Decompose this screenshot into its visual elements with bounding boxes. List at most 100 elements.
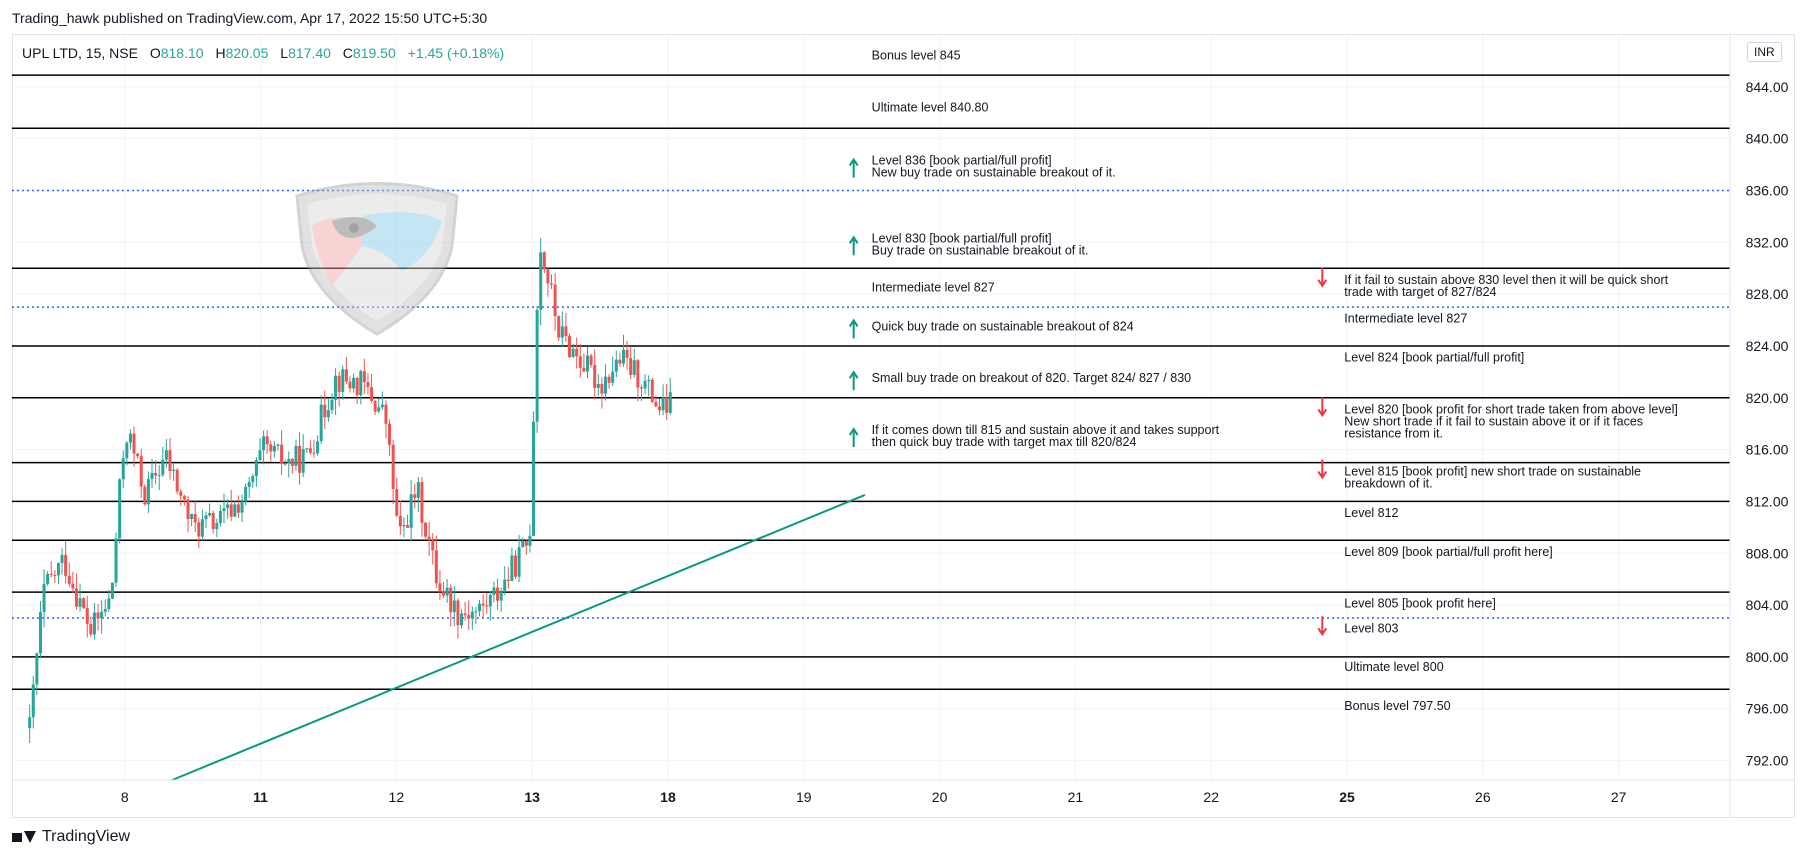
candle-body: [236, 504, 240, 513]
arrow-up-icon-head: [848, 370, 859, 379]
level-lines: [12, 74, 1730, 691]
candle-body: [611, 371, 615, 383]
candle-body: [384, 404, 388, 424]
y-tick-label: 820.00: [1746, 390, 1789, 406]
annotation-text: trade with target of 827/824: [1344, 285, 1496, 299]
change-value: +1.45 (+0.18%): [407, 45, 505, 61]
candle-body: [204, 515, 208, 520]
annotation-text: Buy trade on sustainable breakout of it.: [872, 243, 1089, 257]
annotation-text: Level 820 [book profit for short trade t…: [1344, 402, 1678, 416]
candle-body: [82, 598, 86, 608]
y-tick-label: 824.00: [1746, 338, 1789, 354]
x-tick-label: 19: [796, 789, 812, 805]
candle-body: [636, 360, 640, 388]
candle-body: [334, 375, 338, 400]
candle-body: [449, 587, 453, 613]
candle-body: [308, 448, 312, 453]
y-tick-label: 816.00: [1746, 442, 1789, 458]
candle-body: [294, 445, 298, 466]
candle-body: [150, 472, 154, 480]
symbol-name[interactable]: UPL LTD, 15, NSE: [22, 45, 138, 61]
candle-body: [380, 404, 384, 408]
candle-body: [323, 404, 327, 418]
candle-body: [582, 367, 586, 372]
candle-body: [211, 513, 215, 530]
annotation-text: Level 809 [book partial/full profit here…: [1344, 545, 1552, 559]
candle-body: [657, 406, 661, 411]
candle-body: [373, 400, 377, 412]
level-annotation: Level 803: [1317, 616, 1399, 637]
y-tick-label: 832.00: [1746, 234, 1789, 250]
candle-body: [488, 595, 492, 607]
candle-body: [254, 460, 258, 477]
candle-body: [330, 399, 334, 411]
candle-body: [208, 513, 212, 516]
candle-body: [164, 450, 168, 460]
annotation-text: Intermediate level 827: [872, 281, 995, 295]
level-annotation: Ultimate level 840.80: [872, 100, 989, 114]
tradingview-brand-text: TradingView: [42, 828, 131, 845]
y-tick-label: 844.00: [1746, 79, 1789, 95]
candle-body: [190, 514, 194, 519]
candle-body: [222, 508, 226, 512]
candle-body: [614, 359, 618, 372]
candle-body: [38, 612, 42, 654]
candle-body: [298, 445, 302, 473]
candle-body: [64, 554, 68, 576]
x-tick-label: 26: [1475, 789, 1491, 805]
candle-body: [524, 540, 528, 546]
candles: [28, 238, 672, 744]
candle-body: [74, 588, 78, 607]
open-value: 818.10: [160, 45, 204, 61]
y-tick-label: 836.00: [1746, 182, 1789, 198]
level-annotation: Intermediate level 827: [1344, 312, 1467, 326]
candle-body: [528, 535, 532, 546]
annotation-text: If it fail to sustain above 830 level th…: [1344, 273, 1668, 287]
candle-body: [215, 523, 219, 530]
candle-body: [564, 326, 568, 337]
candle-body: [56, 563, 60, 576]
candle-body: [125, 442, 129, 459]
candle-body: [146, 479, 150, 505]
candle-body: [139, 456, 143, 487]
annotation-text: Ultimate level 840.80: [872, 100, 989, 114]
candle-body: [157, 475, 161, 477]
annotations: Bonus level 845 Ultimate level 840.80 Leve…: [848, 49, 1678, 713]
level-annotation: Level 836 [book partial/full profit]New …: [848, 154, 1116, 180]
candle-body: [650, 379, 654, 402]
candle-body: [600, 383, 604, 394]
candle-body: [629, 357, 633, 375]
candle-body: [467, 615, 471, 619]
candle-body: [244, 486, 248, 502]
x-tick-label: 18: [660, 789, 676, 805]
annotation-text: New buy trade on sustainable breakout of…: [872, 166, 1116, 180]
candle-body: [247, 481, 251, 487]
candle-body: [539, 252, 543, 310]
candle-body: [639, 387, 643, 389]
y-tick-label: 796.00: [1746, 701, 1789, 717]
low-value: 817.40: [288, 45, 331, 61]
candle-body: [585, 355, 589, 372]
y-tick-label: 808.00: [1746, 545, 1789, 561]
candle-body: [481, 603, 485, 606]
y-tick-label: 800.00: [1746, 649, 1789, 665]
candle-body: [265, 436, 269, 445]
annotation-text: Small buy trade on breakout of 820. Targ…: [872, 371, 1191, 385]
candle-body: [258, 450, 262, 461]
candle-body: [413, 494, 417, 498]
level-annotation: Level 812: [1344, 506, 1398, 520]
candle-body: [618, 359, 622, 364]
candle-body: [287, 458, 291, 464]
candle-body: [402, 525, 406, 527]
x-tick-label: 25: [1339, 789, 1355, 805]
candle-body: [107, 598, 111, 610]
candle-body: [193, 514, 197, 523]
candle-body: [352, 377, 356, 389]
arrow-up-icon-head: [848, 157, 859, 167]
candle-body: [326, 410, 330, 418]
candle-body: [280, 444, 284, 464]
chart-frame: [12, 34, 1795, 818]
currency-button[interactable]: INR: [1747, 42, 1782, 62]
candle-body: [654, 401, 658, 407]
